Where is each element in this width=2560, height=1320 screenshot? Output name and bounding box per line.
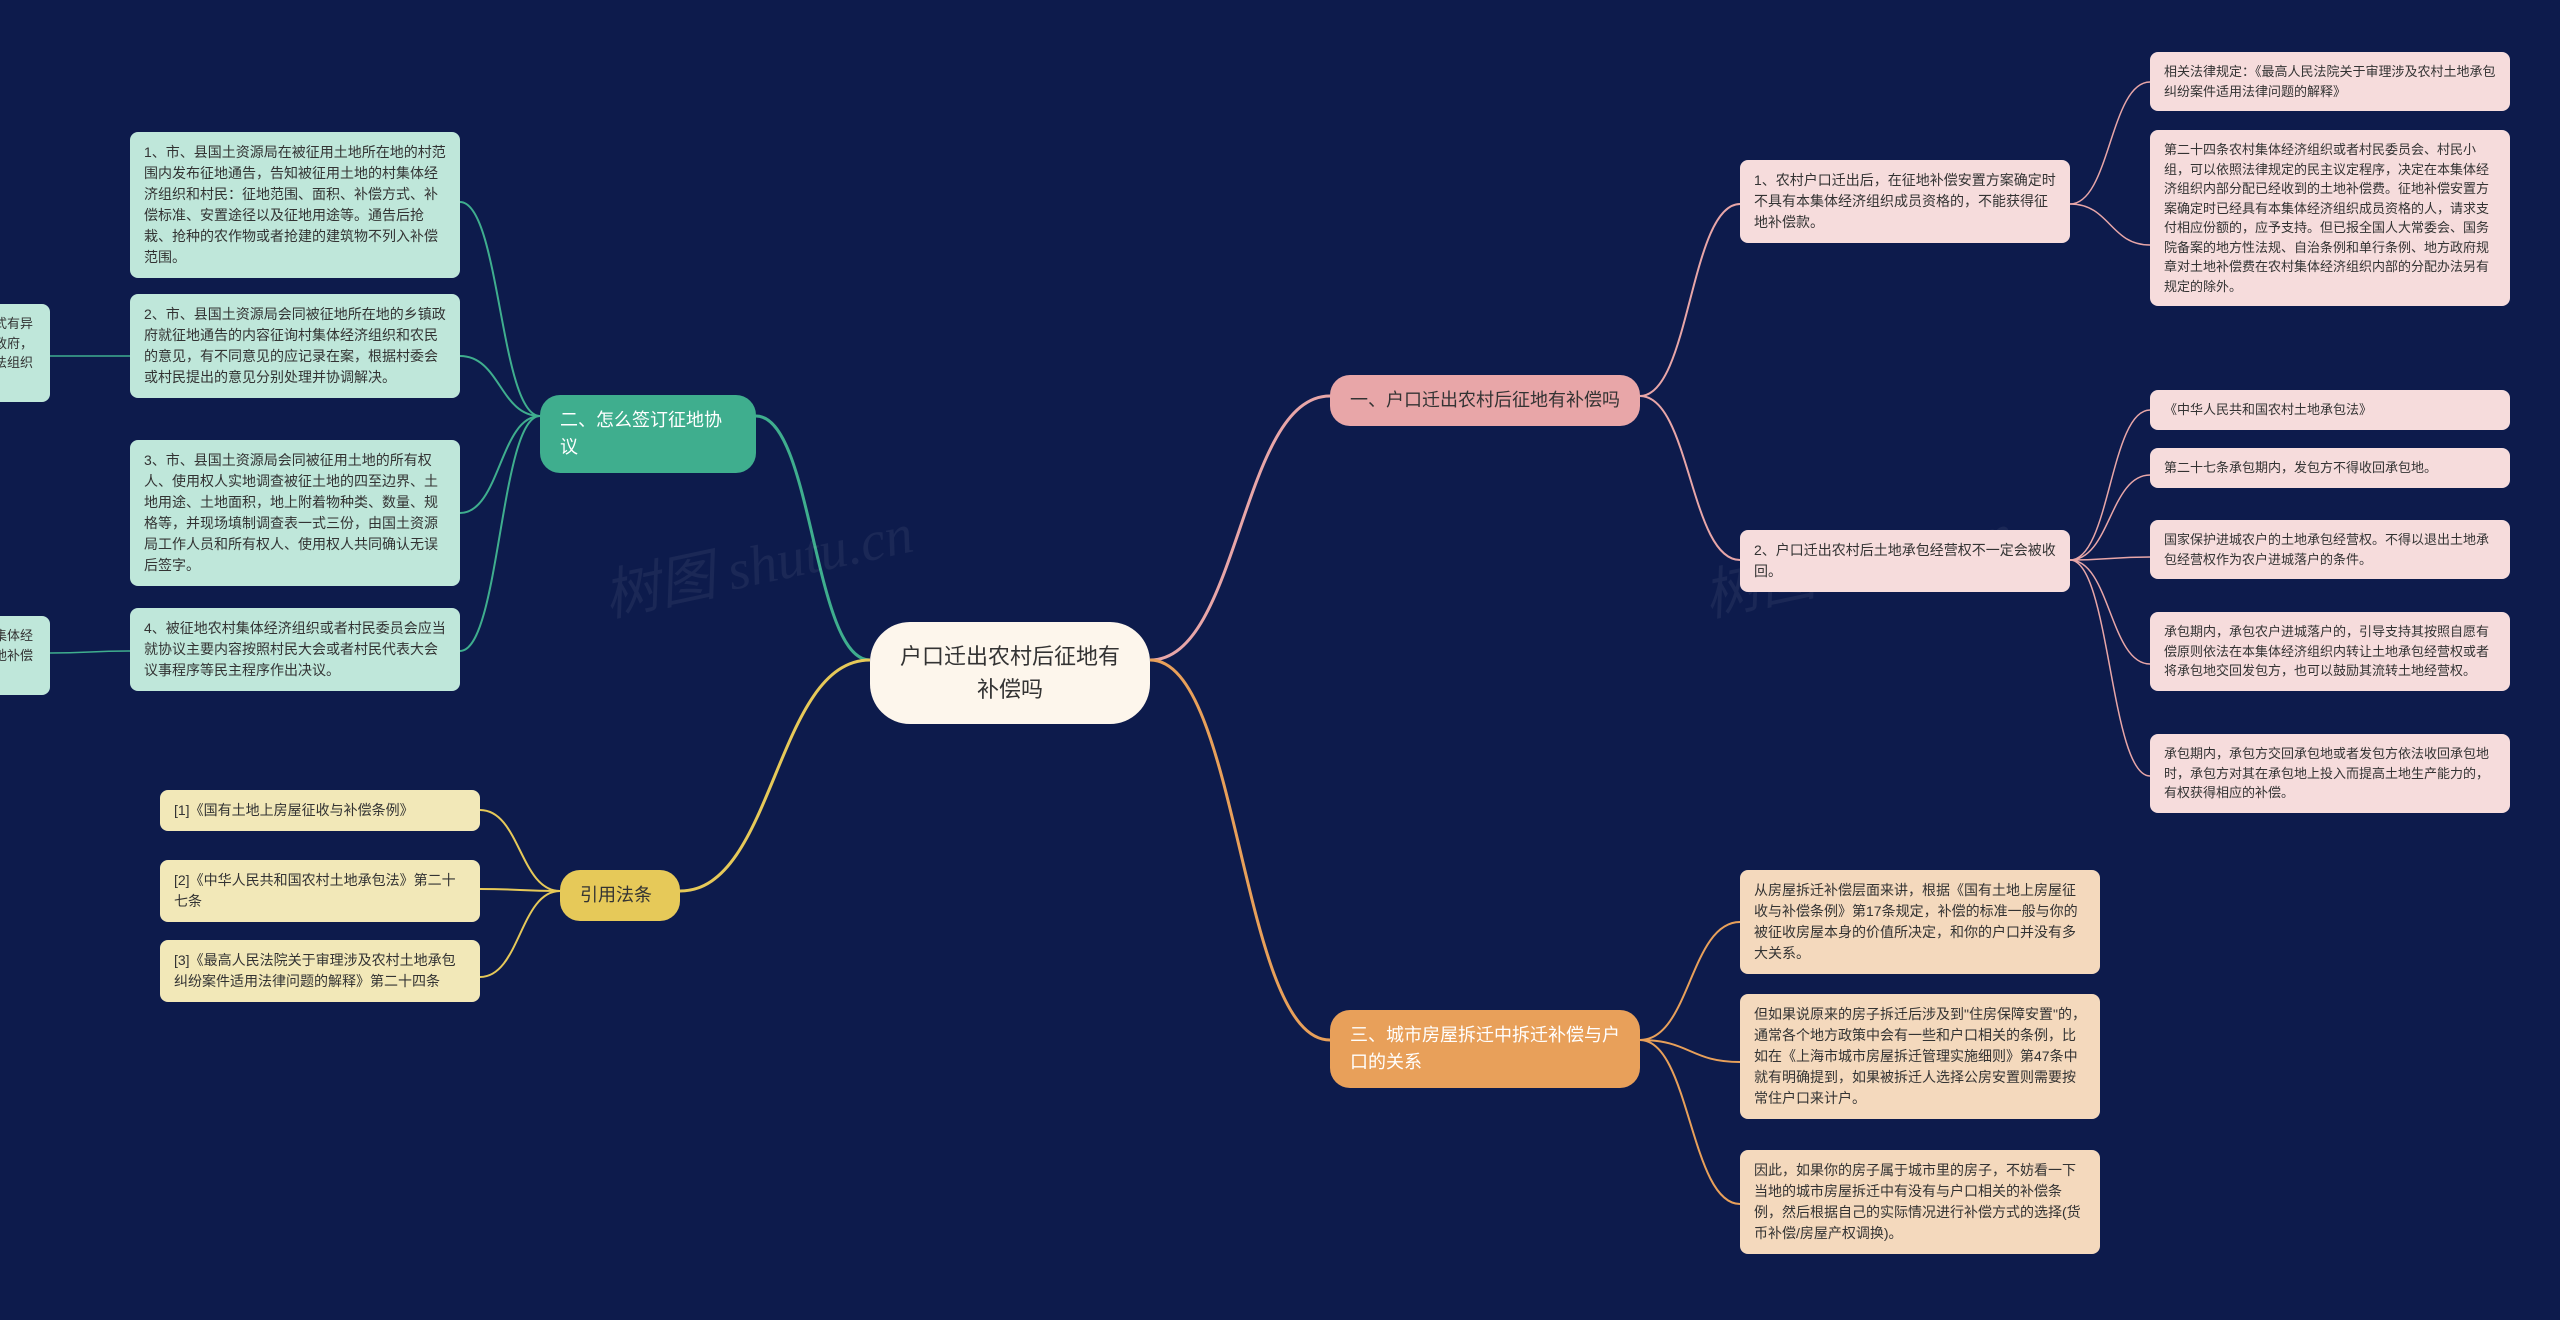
node-b1-0-1: 第二十四条农村集体经济组织或者村民委员会、村民小组，可以依照法律规定的民主议定程… [2150, 130, 2510, 306]
node-b4-2: [3]《最高人民法院关于审理涉及农村土地承包纠纷案件适用法律问题的解释》第二十四… [160, 940, 480, 1002]
node-b3-0: 从房屋拆迁补偿层面来讲，根据《国有土地上房屋征收与补偿条例》第17条规定，补偿的… [1740, 870, 2100, 974]
node-b1-1: 2、户口迁出农村后土地承包经营权不一定会被收回。 [1740, 530, 2070, 592]
branch-b4: 引用法条 [560, 870, 680, 921]
branch-b1: 一、户口迁出农村后征地有补偿吗 [1330, 375, 1640, 426]
node-b4-1: [2]《中华人民共和国农村土地承包法》第二十七条 [160, 860, 480, 922]
node-b2-2: 3、市、县国土资源局会同被征用土地的所有权人、使用权人实地调查被征土地的四至边界… [130, 440, 460, 586]
node-b1-0: 1、农村户口迁出后，在征地补偿安置方案确定时不具有本集体经济组织成员资格的，不能… [1740, 160, 2070, 243]
node-b2-3: 4、被征地农村集体经济组织或者村民委员会应当就协议主要内容按照村民大会或者村民代… [130, 608, 460, 691]
branch-b3: 三、城市房屋拆迁中拆迁补偿与户口的关系 [1330, 1010, 1640, 1088]
node-b2-0: 1、市、县国土资源局在被征用土地所在地的村范围内发布征地通告，告知被征用土地的村… [130, 132, 460, 278]
watermark: 树图 shutu.cn [595, 488, 919, 633]
node-b3-1: 但如果说原来的房子拆迁后涉及到"住房保障安置"的，通常各个地方政策中会有一些和户… [1740, 994, 2100, 1119]
node-b2-1-L0: 村委会或村民对补偿标准、安置途径、补偿方式有异议的，市、县国土资源局或被征地所在… [0, 304, 50, 402]
node-b2-1: 2、市、县国土资源局会同被征地所在地的乡镇政府就征地通告的内容征询村集体经济组织… [130, 294, 460, 398]
node-b3-2: 因此，如果你的房子属于城市里的房子，不妨看一下当地的城市房屋拆迁中有没有与户口相… [1740, 1150, 2100, 1254]
node-b4-0: [1]《国有土地上房屋征收与补偿条例》 [160, 790, 480, 831]
center-node: 户口迁出农村后征地有补偿吗 [870, 622, 1150, 724]
node-b1-1-1: 第二十七条承包期内，发包方不得收回承包地。 [2150, 448, 2510, 488]
node-b1-0-0: 相关法律规定：《最高人民法院关于审理涉及农村土地承包纠纷案件适用法律问题的解释》 [2150, 52, 2510, 111]
node-b1-1-0: 《中华人民共和国农村土地承包法》 [2150, 390, 2510, 430]
node-b1-1-3: 承包期内，承包农户进城落户的，引导支持其按照自愿有偿原则依法在本集体经济组织内转… [2150, 612, 2510, 691]
branch-b2: 二、怎么签订征地协议 [540, 395, 756, 473]
node-b1-1-4: 承包期内，承包方交回承包地或者发包方依法收回承包地时，承包方对其在承包地上投入而… [2150, 734, 2510, 813]
node-b2-3-L0: 村委会作为被征收主体的，签订协议后，农村集体经济组织或者村民委员会应当向农村村民… [0, 616, 50, 695]
node-b1-1-2: 国家保护进城农户的土地承包经营权。不得以退出土地承包经营权作为农户进城落户的条件… [2150, 520, 2510, 579]
